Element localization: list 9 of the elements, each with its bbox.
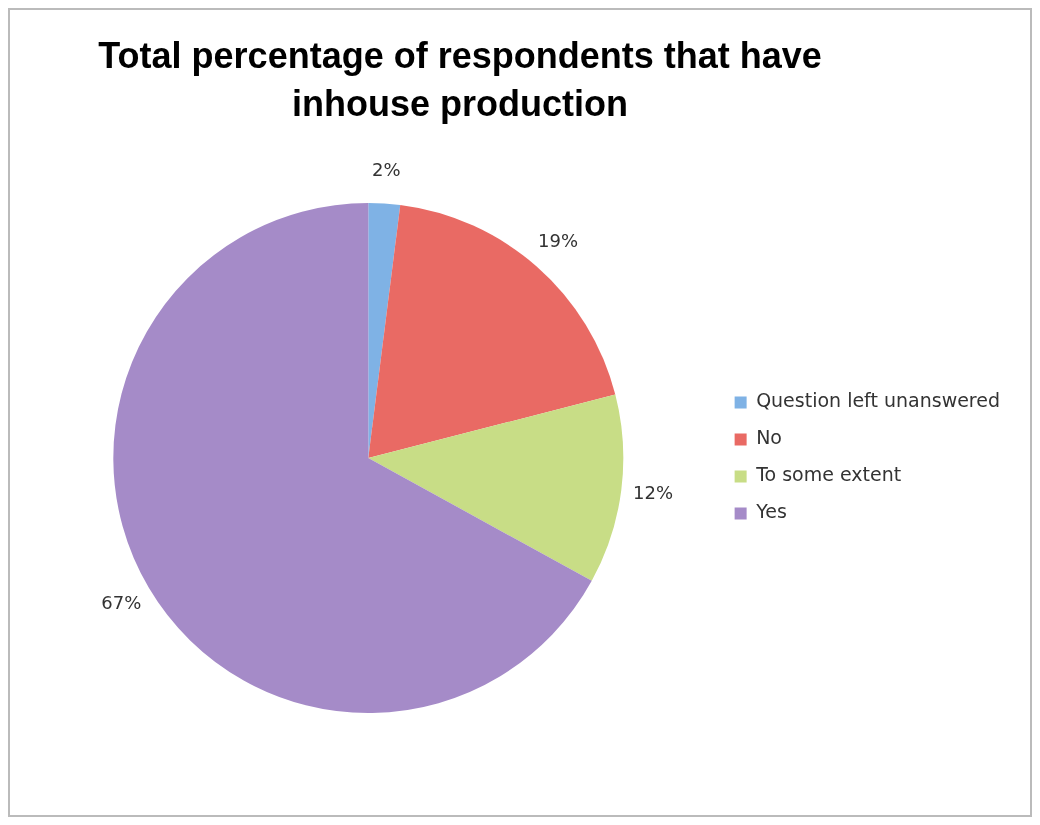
legend-label: No (756, 426, 782, 449)
chart-title: Total percentage of respondents that have inhouse production (97, 34, 823, 126)
legend-label: To some extent (755, 463, 902, 486)
legend-label: Question left unanswered (756, 389, 1000, 412)
legend-label: Yes (755, 500, 787, 523)
data-label: 2% (372, 159, 401, 181)
data-label: 12% (633, 481, 674, 503)
data-label: 19% (538, 230, 579, 252)
data-label: 67% (101, 591, 142, 613)
